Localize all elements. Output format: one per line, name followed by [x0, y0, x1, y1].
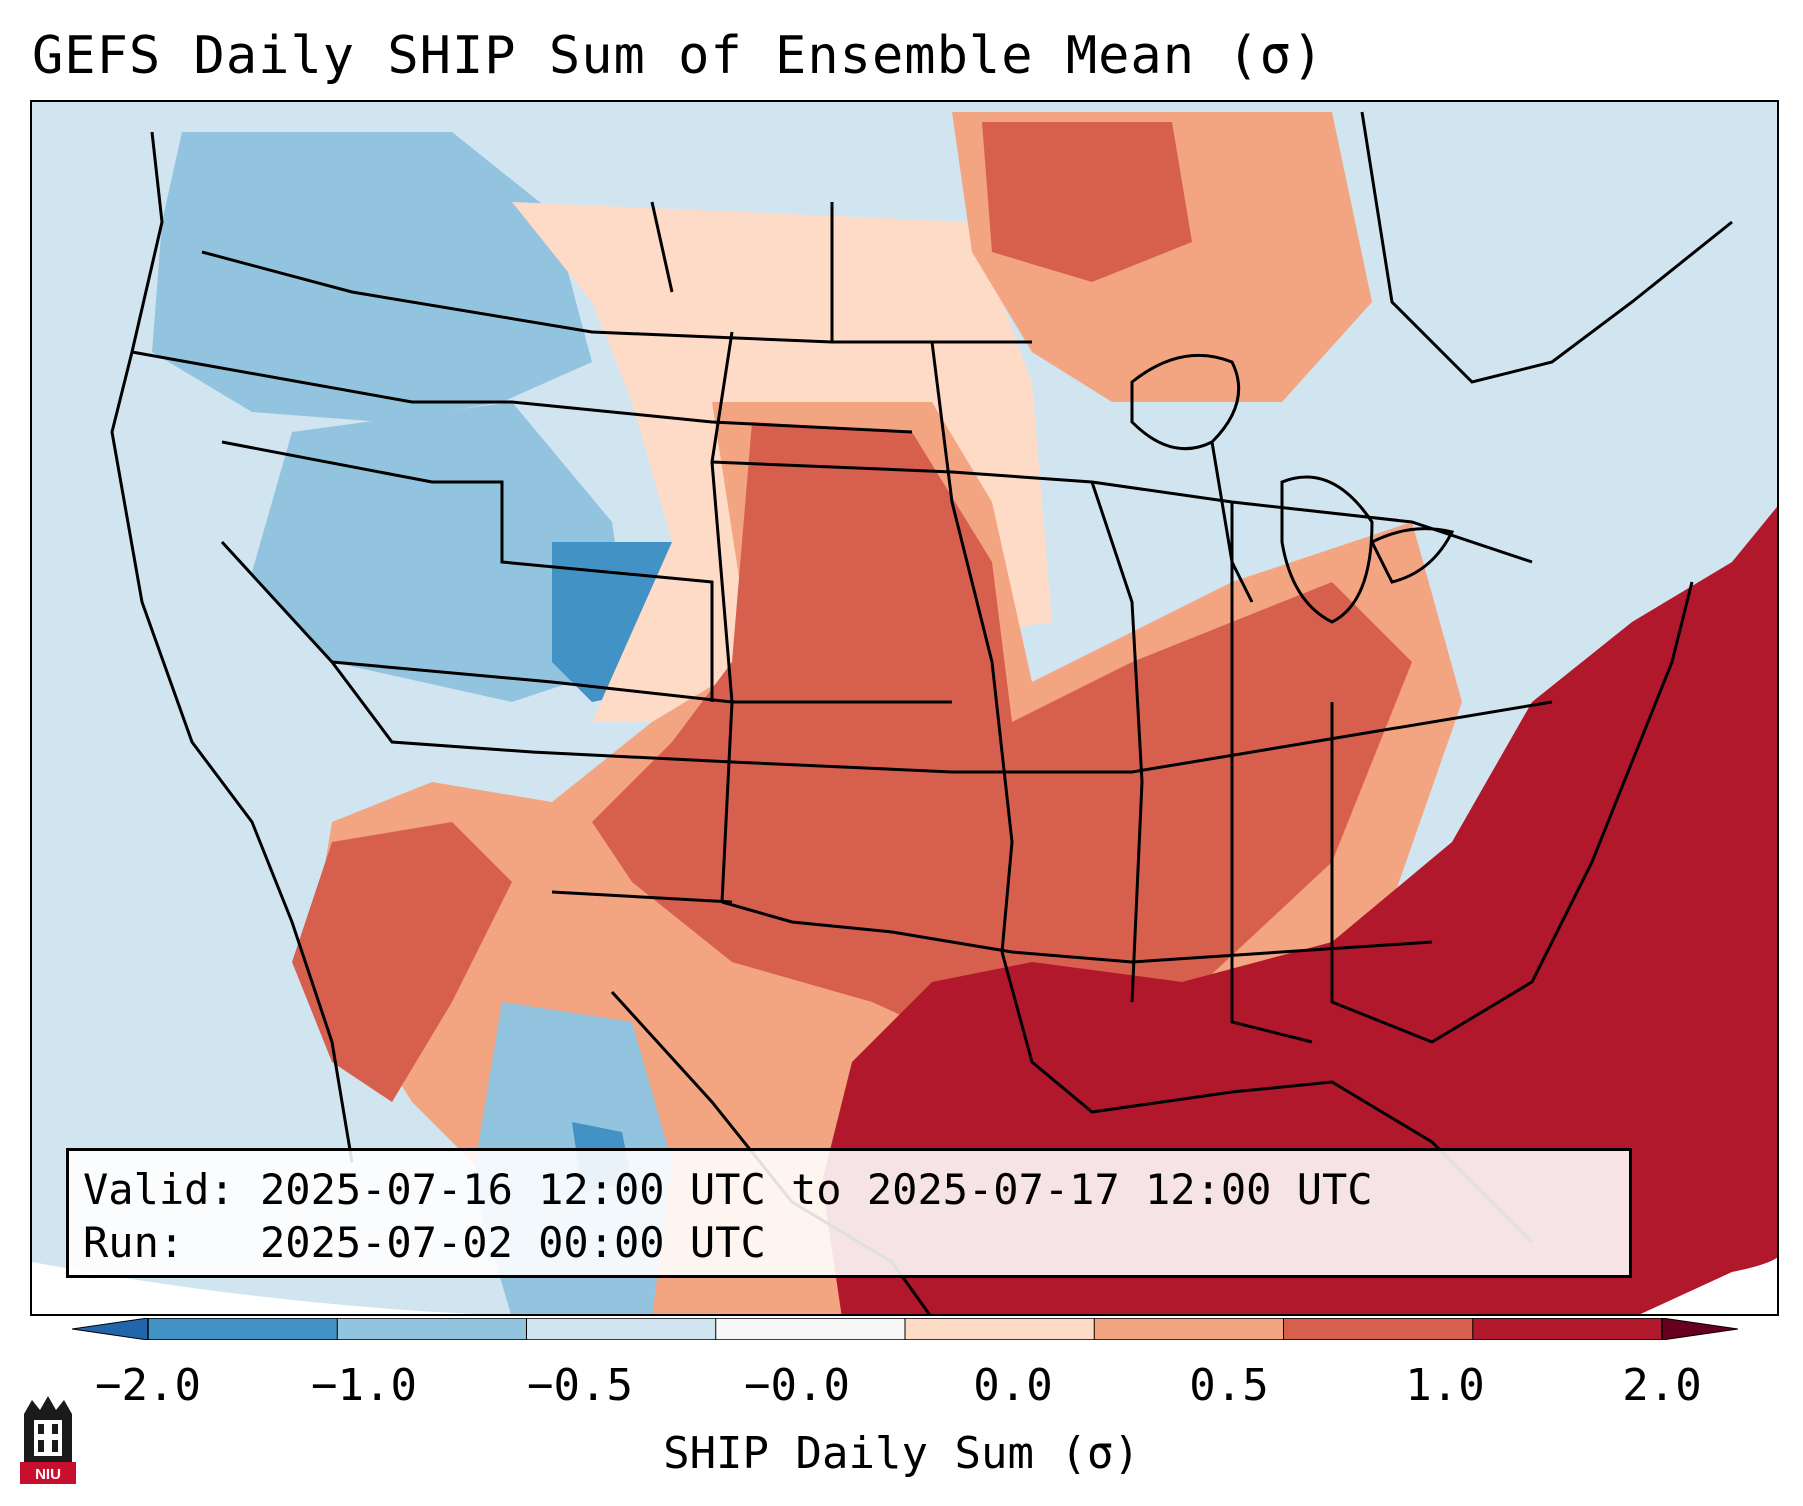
colorbar	[72, 1318, 1738, 1340]
border-line-14	[1230, 502, 1313, 1044]
colorbar-segment	[526, 1318, 717, 1340]
border-line-12	[721, 900, 1433, 964]
logo-text: NIU	[35, 1466, 61, 1483]
colorbar-segment	[905, 1318, 1095, 1340]
colorbar-tick-label: 2.0	[1622, 1360, 1702, 1411]
colorbar-extend-left	[72, 1318, 149, 1340]
border-line-9	[930, 341, 1014, 953]
colorbar-tick-label: 1.0	[1405, 1360, 1485, 1411]
map-panel	[30, 100, 1779, 1316]
colorbar-segment	[1472, 1318, 1663, 1340]
field-strong-positive-southwest	[292, 822, 512, 1102]
colorbar-segment	[337, 1318, 527, 1340]
field-strong-positive-south	[592, 422, 1412, 1052]
projection-edge-right	[1640, 1257, 1777, 1314]
colorbar-segments	[148, 1318, 1663, 1340]
border-line-6	[650, 201, 674, 293]
colorbar-tick-label: 0.0	[973, 1360, 1053, 1411]
colorbar-segment	[1094, 1318, 1284, 1340]
field-negative-northwest	[152, 132, 592, 422]
colorbar-segment	[715, 1318, 906, 1340]
lake-outline-1	[1130, 353, 1241, 451]
valid-time-line: Valid: 2025-07-16 12:00 UTC to 2025-07-1…	[83, 1165, 1373, 1214]
colorbar-label: SHIP Daily Sum (σ)	[663, 1428, 1140, 1479]
border-line-3	[432, 480, 714, 702]
boundaries	[110, 111, 1733, 1314]
run-time-line: Run: 2025-07-02 00:00 UTC	[83, 1218, 766, 1267]
border-line-15	[1360, 111, 1733, 384]
shaded-field-map	[32, 102, 1777, 1314]
projection-edge	[32, 1262, 473, 1314]
colorbar-outline	[147, 1318, 1663, 1340]
colorbar-segment	[1283, 1318, 1474, 1340]
colorbar-tick-label: −2.0	[95, 1360, 201, 1411]
east-coast-line	[1330, 581, 1694, 1044]
border-line-11	[1090, 481, 1144, 1003]
border-line-5	[331, 660, 952, 704]
map-title: GEFS Daily SHIP Sum of Ensemble Mean (σ)	[32, 26, 1325, 86]
border-line-8	[710, 331, 734, 903]
colorbar-extend-right	[1661, 1318, 1738, 1340]
colorbar-segment	[148, 1318, 338, 1340]
colorbar-tick-label: −0.0	[744, 1360, 850, 1411]
lake-outline-2	[1280, 475, 1374, 624]
border-line-16	[1210, 441, 1254, 603]
lake-outline-3	[1369, 527, 1455, 584]
west-coast-line	[110, 131, 354, 1163]
colorbar-tick-label: 0.5	[1189, 1360, 1269, 1411]
colorbar-tick-label: −1.0	[311, 1360, 417, 1411]
field-extreme-positive-southeast	[822, 506, 1777, 1314]
border-line-1	[131, 350, 913, 434]
border-line-4	[220, 540, 1553, 774]
field-negative-great-basin	[252, 402, 632, 702]
colorbar-tick-label: −0.5	[527, 1360, 633, 1411]
border-line-north	[201, 250, 1032, 344]
niu-logo-icon: NIU	[20, 1396, 76, 1484]
border-line-13	[551, 890, 733, 904]
valid-run-info-box: Valid: 2025-07-16 12:00 UTC to 2025-07-1…	[66, 1148, 1632, 1278]
field-strong-positive-ontario	[982, 122, 1192, 282]
